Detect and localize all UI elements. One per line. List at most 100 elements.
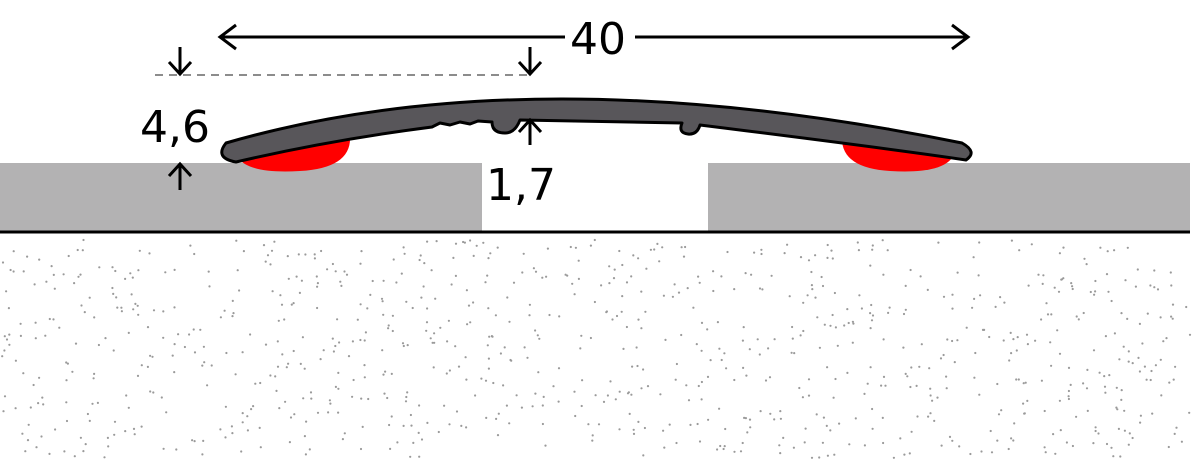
- texture-dot: [846, 371, 849, 374]
- texture-dot: [465, 378, 468, 381]
- texture-dot: [288, 441, 291, 444]
- texture-dot: [331, 337, 334, 340]
- texture-dot: [98, 266, 101, 269]
- texture-dot: [52, 318, 55, 321]
- texture-dot: [138, 249, 141, 252]
- texture-dot: [14, 407, 17, 410]
- texture-dot: [76, 248, 79, 252]
- texture-dot: [580, 404, 583, 408]
- texture-dot: [579, 347, 582, 350]
- texture-dot: [465, 289, 468, 292]
- texture-dot: [73, 282, 76, 285]
- texture-dot: [487, 367, 490, 370]
- texture-dot: [608, 265, 611, 268]
- texture-dot: [625, 325, 629, 329]
- texture-dot: [870, 319, 874, 322]
- texture-dot: [201, 453, 204, 456]
- texture-dot: [53, 287, 56, 290]
- texture-dot: [810, 284, 814, 287]
- texture-dot: [7, 307, 10, 310]
- texture-dot: [505, 404, 508, 407]
- texture-dot: [88, 419, 91, 422]
- texture-dot: [1065, 441, 1068, 444]
- texture-dot: [870, 303, 873, 307]
- floor-board-right: [708, 163, 1190, 231]
- texture-dot: [1049, 341, 1052, 344]
- texture-dot: [534, 270, 538, 273]
- texture-dot: [929, 394, 932, 397]
- texture-dot: [832, 396, 835, 399]
- texture-dot: [908, 452, 911, 455]
- texture-dot: [486, 274, 489, 277]
- texture-dot: [1012, 439, 1015, 442]
- texture-dot: [532, 267, 536, 270]
- texture-dot: [558, 315, 561, 318]
- texture-dot: [469, 321, 472, 324]
- texture-dot: [1037, 273, 1040, 276]
- texture-dot: [606, 394, 610, 397]
- texture-dot: [621, 263, 624, 267]
- texture-dot: [136, 374, 140, 377]
- texture-dot: [48, 452, 51, 455]
- texture-dot: [463, 241, 466, 244]
- texture-dot: [249, 333, 252, 336]
- texture-dot: [304, 253, 307, 256]
- texture-dot: [430, 269, 433, 272]
- texture-dot: [114, 269, 117, 273]
- texture-dot: [411, 306, 414, 310]
- texture-dot: [820, 275, 823, 279]
- texture-dot: [825, 424, 828, 427]
- texture-dot: [91, 402, 94, 405]
- texture-dot: [448, 423, 451, 426]
- texture-dot: [739, 450, 743, 453]
- texture-dot: [439, 326, 442, 329]
- texture-dot: [663, 446, 666, 449]
- texture-dot: [882, 375, 886, 378]
- texture-dot: [488, 335, 491, 338]
- texture-dot: [1000, 409, 1003, 412]
- texture-dot: [1134, 285, 1137, 288]
- texture-dot: [173, 371, 176, 374]
- texture-dot: [1075, 315, 1078, 318]
- texture-dot: [1136, 268, 1139, 271]
- texture-dot: [1034, 339, 1037, 342]
- texture-dot: [1188, 333, 1192, 336]
- texture-dot: [1054, 452, 1057, 455]
- texture-dot: [1050, 364, 1053, 367]
- texture-dot: [309, 391, 313, 394]
- texture-dot: [698, 281, 701, 284]
- texture-dot: [472, 301, 475, 304]
- texture-dot: [620, 310, 623, 313]
- texture-dot: [748, 418, 752, 421]
- texture-dot: [275, 389, 278, 392]
- texture-dot: [1058, 252, 1061, 255]
- texture-dot: [5, 290, 8, 293]
- texture-dot: [359, 338, 362, 342]
- texture-dot: [826, 454, 830, 457]
- texture-dot: [426, 421, 429, 424]
- texture-dot: [1150, 369, 1153, 373]
- texture-dot: [111, 286, 114, 290]
- texture-dot: [1052, 433, 1055, 436]
- texture-dot: [1153, 286, 1156, 289]
- texture-dot: [546, 247, 550, 250]
- texture-dot: [746, 431, 749, 434]
- texture-dot: [929, 412, 932, 415]
- texture-dot: [303, 367, 306, 370]
- texture-dot: [508, 320, 511, 323]
- texture-dot: [609, 380, 612, 383]
- texture-dot: [858, 294, 861, 297]
- texture-dot: [1110, 299, 1113, 303]
- texture-dot: [680, 333, 683, 337]
- texture-dot: [664, 338, 667, 341]
- texture-dot: [320, 249, 323, 253]
- texture-dot: [804, 427, 807, 430]
- texture-dot: [120, 310, 123, 313]
- texture-dot: [723, 445, 726, 448]
- texture-dot: [869, 312, 872, 315]
- texture-dot: [589, 336, 593, 340]
- texture-dot: [1009, 331, 1012, 334]
- texture-dot: [677, 291, 681, 294]
- texture-dot: [83, 311, 86, 314]
- texture-dot: [425, 329, 428, 332]
